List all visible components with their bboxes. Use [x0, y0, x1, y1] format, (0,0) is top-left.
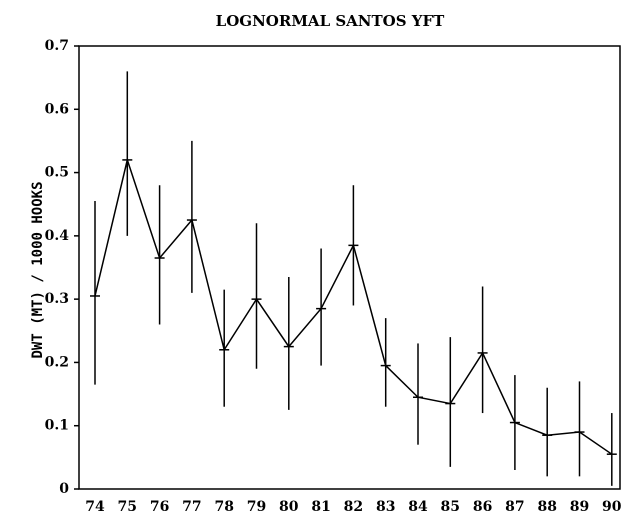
x-tick-label: 78 — [214, 499, 233, 515]
chart-title: LOGNORMAL SANTOS YFT — [216, 12, 446, 30]
x-tick-label: 80 — [279, 499, 299, 515]
y-tick-label: 0.6 — [45, 101, 69, 117]
y-tick-label: 0 — [59, 481, 69, 497]
x-tick-label: 82 — [344, 499, 363, 515]
x-tick-label: 84 — [408, 499, 428, 515]
y-tick-label: 0.1 — [45, 418, 69, 434]
y-tick-label: 0.3 — [45, 291, 69, 307]
x-tick-label: 87 — [505, 499, 524, 515]
y-tick-label: 0.7 — [45, 38, 69, 54]
x-tick-label: 79 — [247, 499, 266, 515]
x-tick-label: 83 — [376, 499, 395, 515]
x-tick-label: 75 — [118, 499, 137, 515]
y-axis-label: DWT (MT) / 1000 HOOKS — [30, 181, 46, 358]
x-tick-label: 88 — [537, 499, 556, 515]
x-tick-label: 85 — [441, 499, 460, 515]
x-tick-label: 81 — [311, 499, 330, 515]
y-tick-label: 0.2 — [45, 354, 69, 370]
x-tick-label: 90 — [602, 499, 622, 515]
y-tick-label: 0.4 — [45, 228, 70, 244]
x-tick-label: 74 — [85, 499, 105, 515]
x-tick-label: 76 — [150, 499, 169, 515]
x-tick-label: 77 — [182, 499, 201, 515]
y-tick-label: 0.5 — [45, 165, 69, 181]
x-tick-label: 89 — [570, 499, 589, 515]
x-tick-label: 86 — [473, 499, 492, 515]
plot-frame — [78, 45, 621, 490]
